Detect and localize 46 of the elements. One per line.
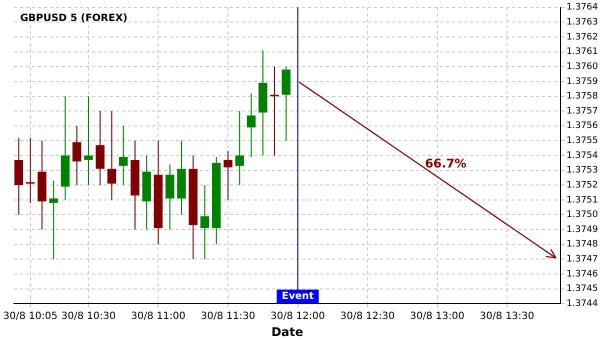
y-tick-label: 1.3750 [566,210,598,220]
candlestick [224,150,232,200]
candlestick [84,96,93,186]
y-tick-label: 1.3746 [566,269,598,280]
candlestick [200,184,210,260]
text: GBPUSD 5 (FOREX) [20,12,128,24]
ref-line-label: Event [282,291,314,302]
y-tick-label: 1.3753 [566,166,598,176]
y-tick-label: 1.3761 [566,47,598,58]
candlestick [96,110,104,186]
y-tick-label: 1.3752 [566,180,598,190]
candlestick [270,66,279,156]
y-tick-label: 1.3754 [566,150,598,161]
y-tick-label: 1.3763 [566,18,598,28]
x-tick-label: 30/8 12:30 [340,311,395,322]
annotation: 66.7% [424,156,467,171]
x-tick-label: 30/8 10:30 [61,311,116,322]
candlestick [26,137,35,204]
y-tick-label: 1.3749 [566,224,598,235]
x-tick-label: 30/8 13:00 [410,311,464,322]
candlestick [246,92,256,158]
x-tick-label: 30/8 12:00 [270,311,325,322]
y-tick-label: 1.3756 [566,121,598,132]
y-tick-label: 1.3745 [566,284,598,294]
x-tick-label: 30/8 10:05 [3,311,58,322]
x-axis-title: Date [271,324,304,339]
y-tick-label: 1.3755 [566,136,598,146]
y-tick-label: 1.3759 [566,76,598,87]
y-tick-label: 1.3747 [566,254,598,265]
candlestick [166,164,174,230]
candlestick [235,110,244,186]
y-tick-label: 1.3748 [566,240,598,250]
y-tick-label: 1.3764 [566,2,598,13]
y-tick-label: 1.3757 [566,106,598,116]
candlestick [49,180,58,260]
candlestick [72,125,82,186]
x-tick-label: 30/8 11:00 [131,311,186,322]
x-tick-label: 30/8 13:30 [480,311,534,322]
candlestick [118,125,128,186]
y-tick-label: 1.3758 [566,92,598,102]
y-tick-label: 1.3762 [566,32,598,42]
y-tick-label: 1.3760 [566,62,598,72]
y-tick-label: 1.3751 [566,195,598,206]
x-tick-label: 30/8 11:30 [200,311,256,322]
candlestick [107,110,116,200]
y-tick-label: 1.3744 [566,298,598,309]
